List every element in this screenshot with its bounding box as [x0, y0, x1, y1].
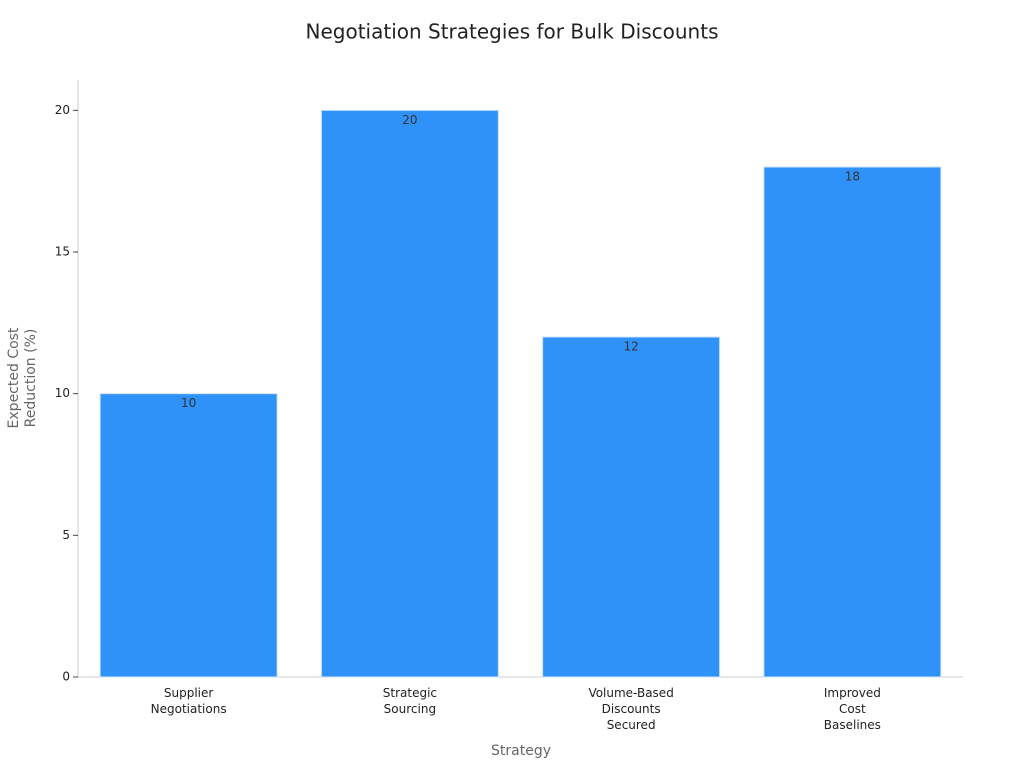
x-tick-label: Strategic Sourcing: [383, 686, 437, 716]
value-label: 20: [402, 113, 417, 127]
x-axis-title: Strategy: [491, 743, 551, 759]
bar: [99, 393, 278, 678]
x-tick-label: Supplier Negotiations: [151, 686, 227, 716]
y-tick-label: 20: [55, 103, 70, 117]
y-tick-label: 15: [55, 245, 70, 259]
value-label: 10: [181, 396, 196, 410]
x-tick-label: Volume-Based Discounts Secured: [588, 686, 673, 732]
bar: [542, 336, 721, 678]
y-tick-label: 10: [55, 386, 70, 400]
x-tick-label: Improved Cost Baselines: [824, 686, 881, 732]
bar: [320, 109, 499, 678]
value-label: 18: [845, 170, 860, 184]
chart-title: Negotiation Strategies for Bulk Discount…: [306, 20, 719, 44]
y-tick-label: 0: [62, 670, 70, 684]
y-tick-label: 5: [62, 528, 70, 542]
y-axis-title: Expected CostReduction (%): [6, 327, 39, 428]
value-label: 12: [623, 340, 638, 354]
bar: [763, 166, 942, 678]
